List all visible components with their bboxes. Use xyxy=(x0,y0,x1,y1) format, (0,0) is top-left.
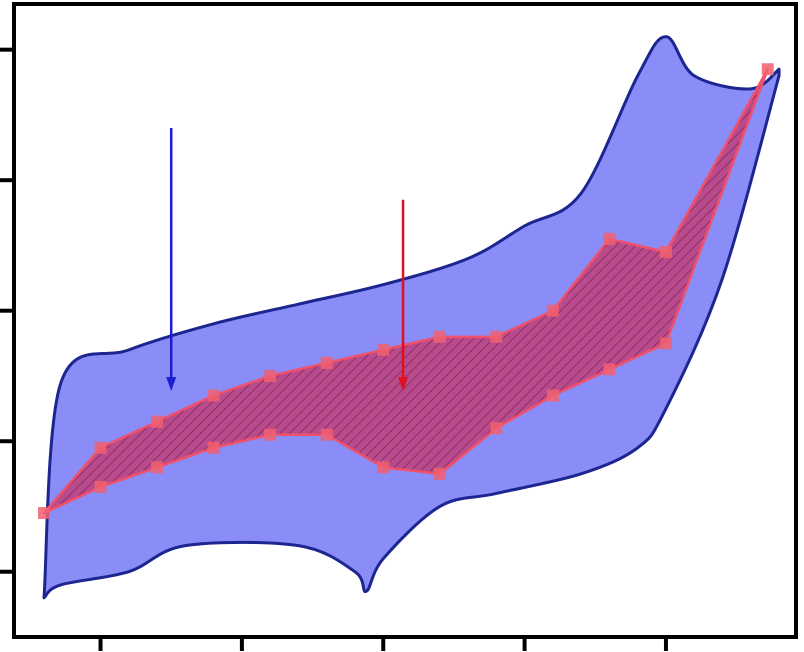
blue-envelope-area xyxy=(42,35,781,600)
red-band-marker xyxy=(38,507,50,520)
red-band-marker xyxy=(490,422,503,435)
red-band-marker xyxy=(151,461,164,474)
red-band-marker xyxy=(659,337,672,350)
arrow-head-2 xyxy=(398,377,409,392)
red-band-marker xyxy=(377,461,390,474)
red-band-marker xyxy=(207,441,220,454)
red-band-marker xyxy=(377,343,390,356)
red-band-marker xyxy=(490,330,503,343)
red-band-marker xyxy=(151,415,164,428)
red-band-marker xyxy=(264,428,277,441)
blue-area-layer xyxy=(42,35,781,600)
red-band-marker xyxy=(603,232,616,245)
red-band-marker xyxy=(433,467,446,480)
red-band-marker xyxy=(94,480,107,493)
plot-frame xyxy=(12,2,798,639)
red-band-marker xyxy=(659,245,672,258)
red-band-marker xyxy=(546,389,559,402)
red-band-marker xyxy=(320,428,333,441)
red-band-marker xyxy=(264,369,277,382)
red-area-layer xyxy=(38,63,774,520)
red-band-marker xyxy=(546,304,559,317)
red-band-marker xyxy=(761,63,774,76)
red-band-marker xyxy=(94,441,107,454)
red-band-marker xyxy=(207,389,220,402)
red-band-marker xyxy=(603,363,616,376)
red-band-marker xyxy=(320,356,333,369)
arrow-layer xyxy=(166,127,409,392)
arrow-head-1 xyxy=(166,377,177,392)
red-band-marker xyxy=(433,330,446,343)
